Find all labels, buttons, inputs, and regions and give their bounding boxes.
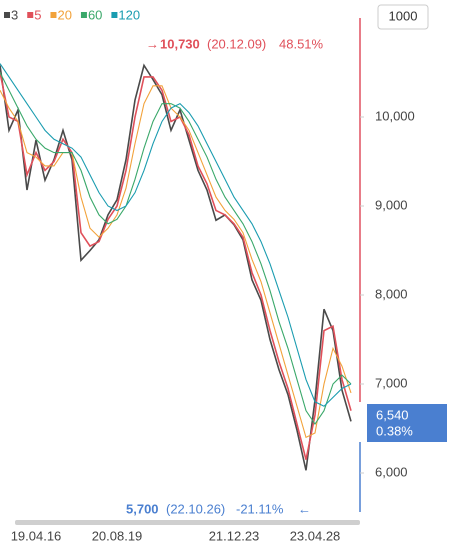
min-date: (22.10.26) xyxy=(166,501,225,516)
y-tick-label: 9,000 xyxy=(375,197,408,212)
max-arrow: → xyxy=(146,36,159,51)
y-tick-label: 10,000 xyxy=(375,108,415,123)
legend-label: 3 xyxy=(11,7,18,22)
x-tick-label: 20.08.19 xyxy=(92,528,143,543)
series-line xyxy=(0,63,352,407)
x-tick-label: 23.04.28 xyxy=(290,528,341,543)
legend-label: 60 xyxy=(88,7,102,22)
y-tick-label: 7,000 xyxy=(375,375,408,390)
x-tick-label: 19.04.16 xyxy=(11,528,62,543)
legend-label: 120 xyxy=(118,7,140,22)
max-price: 10,730 xyxy=(160,36,200,51)
min-arrow: ← xyxy=(298,501,311,516)
legend-swatch xyxy=(4,12,10,18)
legend-label: 20 xyxy=(57,7,71,22)
current-change: 0.38% xyxy=(376,423,413,438)
max-change: 48.51% xyxy=(279,36,324,51)
legend-swatch xyxy=(27,12,34,18)
y-tick-label: 6,000 xyxy=(375,464,408,479)
period-button[interactable] xyxy=(377,4,429,30)
scrollbar[interactable] xyxy=(15,520,360,525)
min-price: 5,700 xyxy=(126,501,159,516)
current-price-box xyxy=(367,404,447,442)
current-price: 6,540 xyxy=(376,407,409,422)
legend-swatch xyxy=(111,12,118,18)
legend-swatch xyxy=(50,12,57,18)
legend-label: 5 xyxy=(34,7,41,22)
x-tick-label: 21.12.23 xyxy=(209,528,260,543)
period-button-label[interactable]: 1000 xyxy=(389,8,418,23)
legend-swatch xyxy=(80,12,87,18)
series-line xyxy=(0,72,352,460)
min-change: -21.11% xyxy=(236,501,284,516)
series-line xyxy=(0,85,352,439)
max-date: (20.12.09) xyxy=(207,36,266,51)
y-tick-label: 8,000 xyxy=(375,286,408,301)
